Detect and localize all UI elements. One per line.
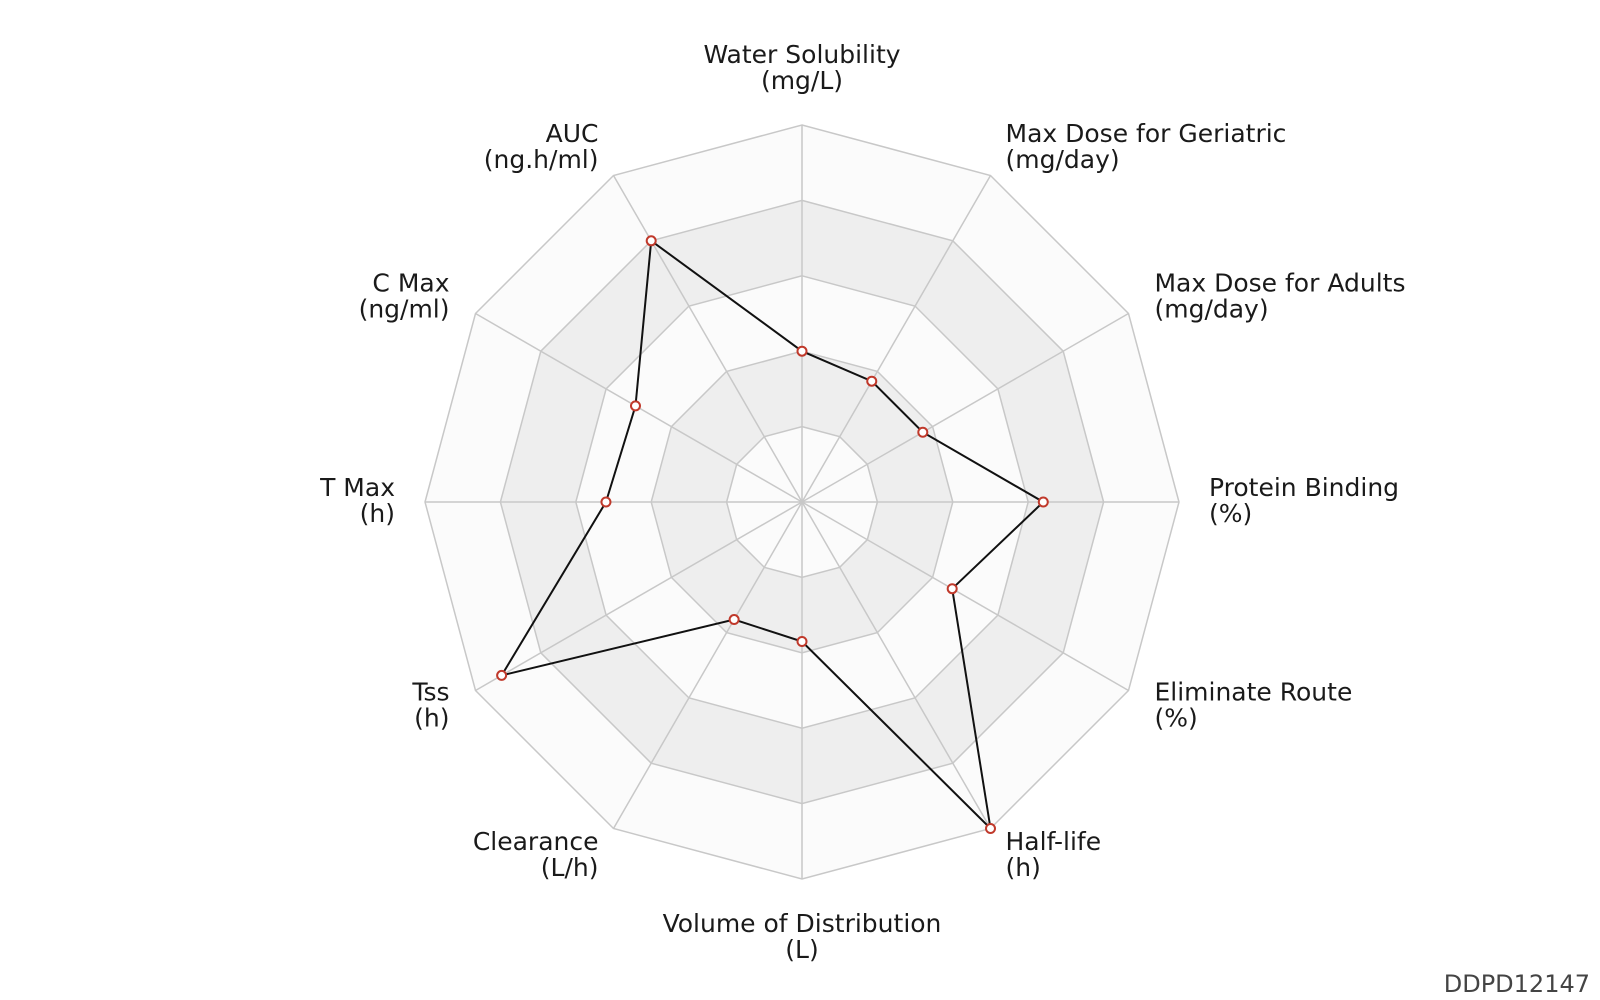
grid-spoke-2: [801, 312, 1129, 503]
axis-label-unit: (h): [414, 704, 449, 733]
data-point-max-dose-for-geriatric: [866, 375, 878, 387]
axis-label-unit: (h): [360, 499, 395, 528]
axis-label-unit: (L): [785, 935, 818, 964]
axis-label-unit: (mg/day): [1006, 145, 1120, 174]
axis-label-name: Volume of Distribution: [663, 909, 942, 938]
data-point-auc: [645, 235, 657, 247]
axis-label-tss: Tss(h): [411, 678, 449, 733]
axis-label-unit: (ng/ml): [359, 295, 450, 324]
axis-label-protein-binding: Protein Binding(%): [1209, 473, 1399, 528]
axis-label-unit: (%): [1209, 499, 1252, 528]
axis-label-name: Max Dose for Adults: [1154, 269, 1405, 298]
data-point-volume-of-distribution: [796, 635, 808, 647]
axis-label-name: AUC: [546, 119, 599, 148]
axis-label-unit: (h): [1006, 853, 1041, 882]
axis-label-max-dose-for-adults: Max Dose for Adults(mg/day): [1154, 269, 1405, 324]
axis-label-water-solubility: Water Solubility(mg/L): [703, 40, 900, 95]
chart-id-label: DDPD12147: [1443, 970, 1590, 998]
data-point-half-life: [985, 822, 996, 834]
axis-label-name: Tss: [411, 678, 449, 707]
axis-label-name: Clearance: [473, 827, 599, 856]
axis-label-unit: (%): [1154, 704, 1197, 733]
grid-spoke-5: [801, 501, 992, 829]
data-point-eliminate-route: [946, 583, 958, 595]
axis-label-volume-of-distribution: Volume of Distribution(L): [663, 909, 942, 964]
axis-label-name: T Max: [319, 473, 395, 502]
data-point-t-max: [600, 496, 612, 508]
axis-label-clearance: Clearance(L/h): [473, 827, 599, 882]
data-point-clearance: [728, 614, 740, 626]
axis-label-max-dose-for-geriatric: Max Dose for Geriatric(mg/day): [1006, 119, 1287, 174]
data-point-water-solubility: [796, 345, 808, 357]
axis-label-c-max: C Max(ng/ml): [359, 269, 450, 324]
axis-label-auc: AUC(ng.h/ml): [484, 119, 599, 174]
axis-label-half-life: Half-life(h): [1006, 827, 1102, 882]
grid-spoke-11: [612, 175, 803, 503]
data-point-max-dose-for-adults: [917, 426, 929, 438]
data-point-protein-binding: [1037, 496, 1049, 508]
axis-label-unit: (L/h): [541, 853, 599, 882]
axis-label-unit: (mg/L): [761, 66, 843, 95]
grid-spoke-8: [475, 501, 803, 692]
grid-spoke-7: [612, 501, 803, 829]
axis-label-name: C Max: [372, 269, 449, 298]
axis-label-t-max: T Max(h): [319, 473, 395, 528]
axis-label-name: Protein Binding: [1209, 473, 1399, 502]
grid-spokes: [425, 125, 1179, 879]
grid-spoke-4: [801, 501, 1129, 692]
axis-label-name: Half-life: [1006, 827, 1102, 856]
axis-label-name: Water Solubility: [703, 40, 900, 69]
axis-label-unit: (mg/day): [1154, 295, 1268, 324]
axis-labels: Water Solubility(mg/L) Max Dose for Geria…: [319, 40, 1405, 964]
axis-label-name: Eliminate Route: [1154, 678, 1352, 707]
axis-label-eliminate-route: Eliminate Route(%): [1154, 678, 1352, 733]
data-series: [496, 235, 1049, 834]
data-point-tss: [496, 669, 508, 681]
grid-spoke-1: [801, 175, 992, 503]
axis-label-name: Max Dose for Geriatric: [1006, 119, 1287, 148]
data-point-c-max: [629, 400, 641, 412]
axis-label-unit: (ng.h/ml): [484, 145, 599, 174]
